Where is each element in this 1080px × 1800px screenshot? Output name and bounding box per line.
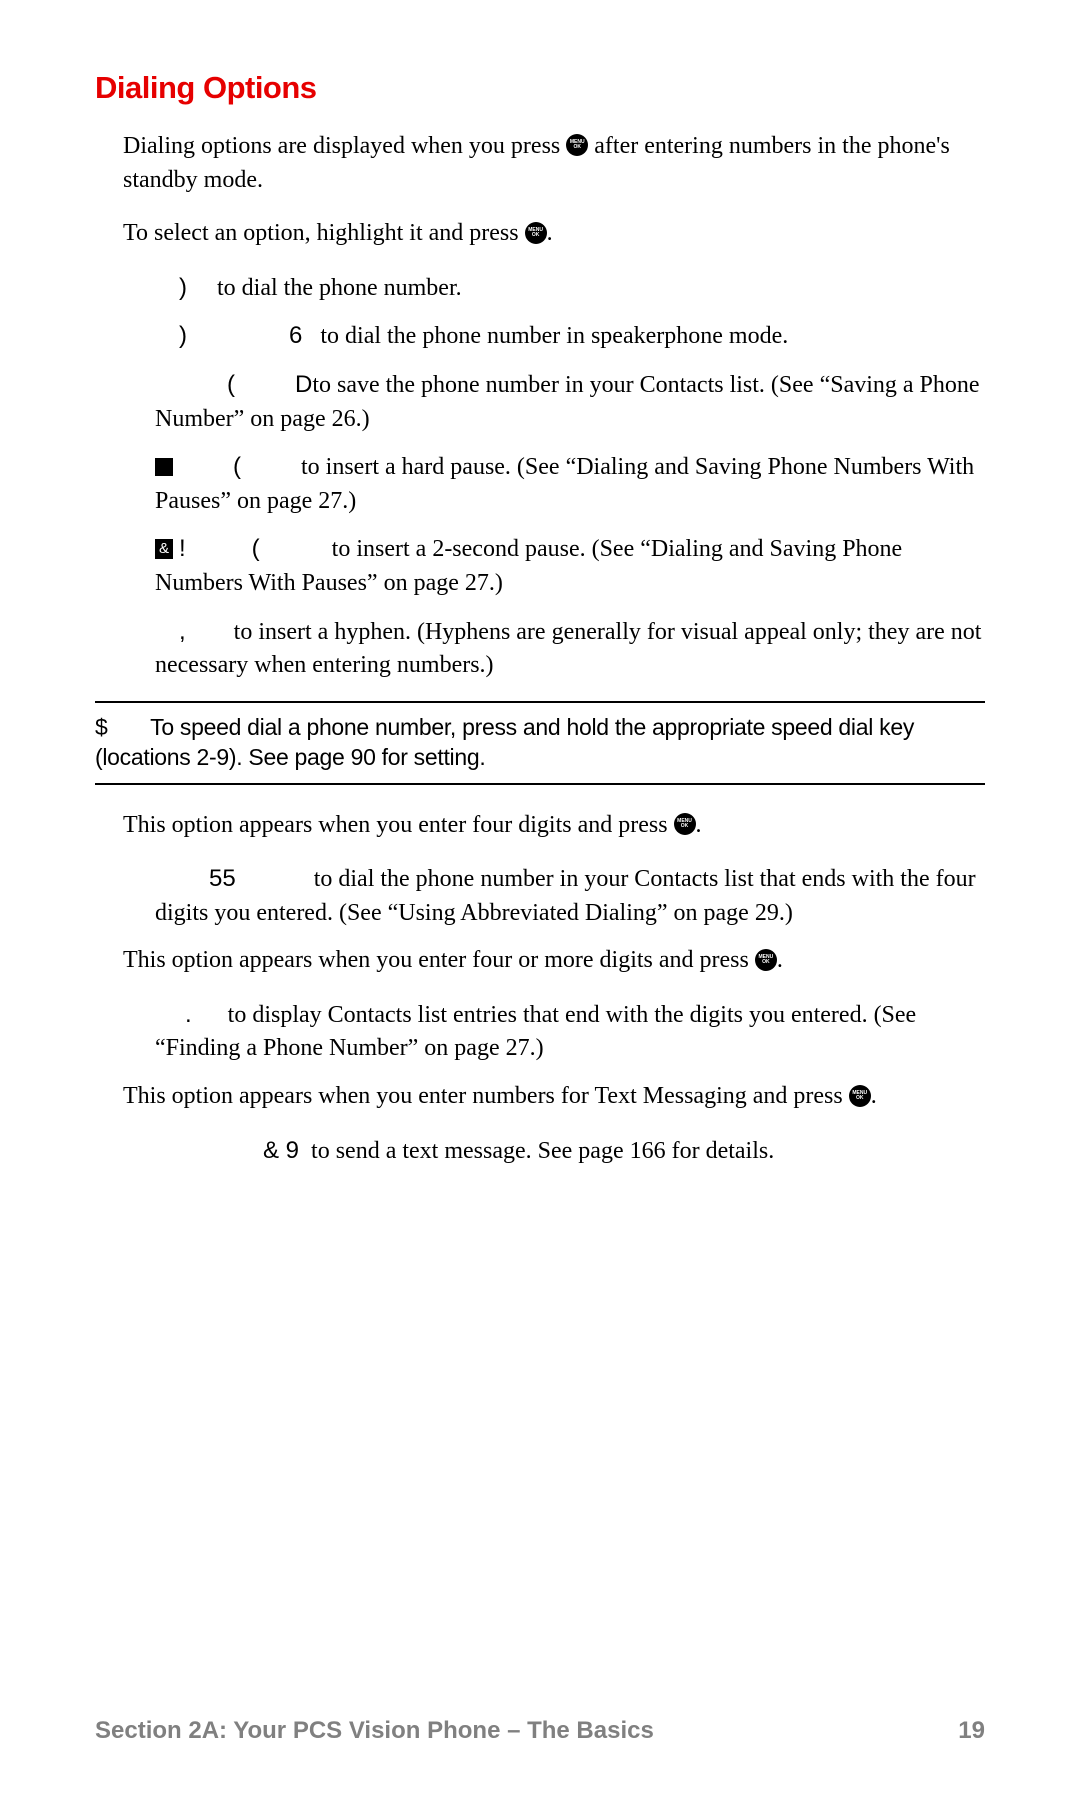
tip-marker: $ [95, 714, 108, 740]
section-heading: Dialing Options [95, 70, 985, 106]
menu-ok-icon [525, 222, 547, 244]
opt3-a: This option appears when you enter numbe… [123, 1083, 849, 1109]
tip-box: $ To speed dial a phone number, press an… [95, 701, 985, 785]
square-icon [155, 458, 173, 476]
item-text: to insert a 2-second pause. (See “Dialin… [155, 536, 902, 596]
marker: ! [179, 535, 186, 562]
option1-intro: This option appears when you enter four … [123, 809, 985, 843]
item-text: to dial the phone number in your Contact… [155, 866, 976, 926]
select-text-a: To select an option, highlight it and pr… [123, 220, 525, 246]
marker: ( [227, 371, 235, 398]
opt2-b: . [777, 947, 783, 973]
list-item-hyphen: , to insert a hyphen. (Hyphens are gener… [155, 615, 985, 683]
page-footer: Section 2A: Your PCS Vision Phone – The … [95, 1717, 985, 1745]
item-text: to dial the phone number in speakerphone… [320, 323, 788, 349]
list-item-abbrev-dial: 55 to dial the phone number in your Cont… [155, 862, 985, 930]
list-item-hard-pause: ( to insert a hard pause. (See “Dialing … [155, 450, 985, 518]
select-text-b: . [547, 220, 553, 246]
marker: ) [179, 322, 187, 349]
marker: ) [179, 274, 187, 301]
menu-ok-icon [755, 949, 777, 971]
list-item-2sec-pause: & ! ( to insert a 2-second pause. (See “… [155, 532, 985, 600]
opt2-a: This option appears when you enter four … [123, 947, 755, 973]
tip-text: To speed dial a phone number, press and … [95, 714, 914, 770]
select-paragraph: To select an option, highlight it and pr… [123, 217, 985, 251]
option3-intro: This option appears when you enter numbe… [123, 1080, 985, 1114]
item-text: to dial the phone number. [217, 275, 462, 301]
list-item-find: . to display Contacts list entries that … [155, 998, 985, 1066]
marker: 55 [209, 865, 236, 892]
opt1-b: . [696, 812, 702, 838]
item-text: to display Contacts list entries that en… [155, 1002, 916, 1062]
option2-intro: This option appears when you enter four … [123, 944, 985, 978]
marker: , [179, 618, 186, 645]
marker: ( [252, 535, 260, 562]
list-item-send-msg: & 9 to send a text message. See page 166… [155, 1134, 985, 1169]
item-text: to save the phone number in your Contact… [155, 372, 980, 432]
list-item-save: ( Dto save the phone number in your Cont… [155, 368, 985, 436]
marker: D [295, 371, 312, 398]
item-text: to send a text message. See page 166 for… [311, 1138, 774, 1164]
footer-section: Section 2A: Your PCS Vision Phone – The … [95, 1717, 654, 1745]
opt3-b: . [871, 1083, 877, 1109]
marker: 6 [289, 322, 302, 349]
intro-text-a: Dialing options are displayed when you p… [123, 133, 566, 159]
opt1-a: This option appears when you enter four … [123, 812, 674, 838]
list-item-call: ) to dial the phone number. [155, 271, 985, 306]
amp-icon: & [155, 539, 173, 559]
intro-paragraph: Dialing options are displayed when you p… [123, 130, 985, 197]
marker: ( [233, 453, 241, 480]
marker: & 9 [263, 1137, 299, 1164]
marker: . [185, 1001, 192, 1028]
footer-page-number: 19 [958, 1717, 985, 1745]
menu-ok-icon [674, 813, 696, 835]
item-text: to insert a hyphen. (Hyphens are general… [155, 619, 981, 679]
menu-ok-icon [566, 134, 588, 156]
item-text: to insert a hard pause. (See “Dialing an… [155, 454, 974, 514]
menu-ok-icon [849, 1085, 871, 1107]
list-item-speaker: ) 6 to dial the phone number in speakerp… [155, 319, 985, 354]
